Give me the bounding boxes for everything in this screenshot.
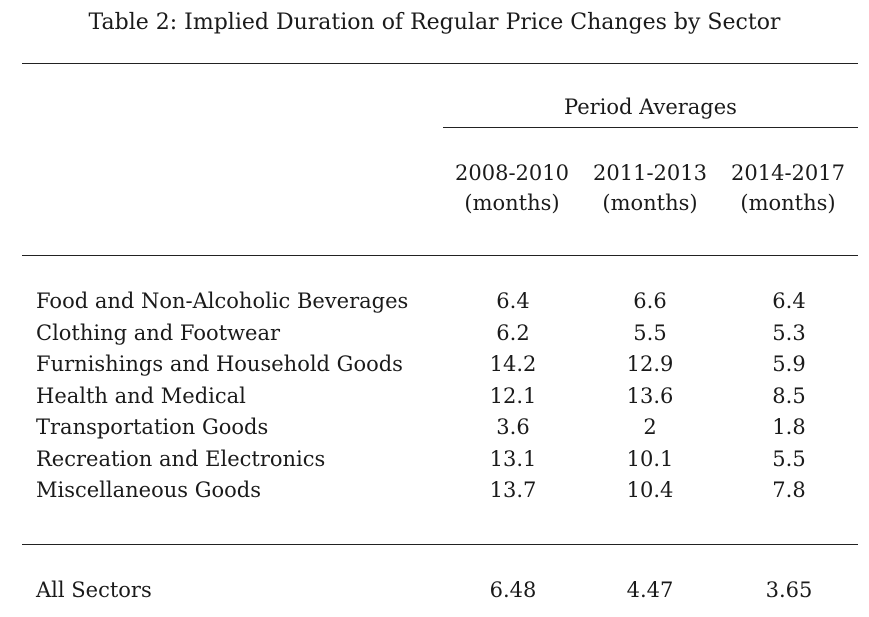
row-value: 1.8 (772, 415, 806, 439)
row-value: 13.7 (489, 478, 537, 502)
row-value: 5.5 (633, 320, 667, 345)
summary-row: All Sectors 6.48 4.47 3.65 (0, 575, 869, 607)
summary-value: 4.47 (626, 578, 674, 602)
row-label: Transportation Goods (36, 415, 269, 439)
column-header-3-period: 2014-2017 (731, 161, 845, 185)
row-value: 7.8 (772, 478, 806, 502)
table-row: Health and Medical 12.1 13.6 8.5 (0, 381, 869, 413)
column-header-2-period: 2011-2013 (593, 161, 707, 185)
header-bottom-rule (22, 255, 858, 256)
row-value: 12.9 (626, 352, 674, 376)
row-value: 5.9 (772, 352, 806, 376)
summary-label: All Sectors (36, 578, 152, 602)
row-value: 3.6 (496, 415, 530, 439)
table-row: Recreation and Electronics 13.1 10.1 5.5 (0, 444, 869, 476)
row-label: Clothing and Footwear (36, 320, 281, 345)
row-value: 5.3 (772, 320, 806, 345)
column-header-1-period: 2008-2010 (455, 161, 569, 185)
table-row: Furnishings and Household Goods 14.2 12.… (0, 349, 869, 381)
row-value: 10.4 (626, 478, 674, 502)
group-header: Period Averages (564, 95, 737, 119)
table-row: Transportation Goods 3.6 2 1.8 (0, 412, 869, 444)
bottom-rule (22, 544, 858, 545)
row-label: Health and Medical (36, 383, 246, 408)
summary-value: 3.65 (765, 578, 813, 602)
top-rule (22, 63, 858, 64)
table-row: Clothing and Footwear 6.2 5.5 5.3 (0, 318, 869, 350)
table-row: Food and Non-Alcoholic Beverages 6.4 6.6… (0, 286, 869, 318)
row-value: 13.1 (489, 446, 537, 471)
column-header-2: 2011-2013 (months) (581, 158, 719, 218)
table-caption: Table 2: Implied Duration of Regular Pri… (88, 10, 781, 35)
column-header-1: 2008-2010 (months) (443, 158, 581, 218)
row-value: 5.5 (772, 446, 806, 471)
row-label: Food and Non-Alcoholic Beverages (36, 289, 409, 313)
row-label: Furnishings and Household Goods (36, 352, 403, 376)
row-value: 10.1 (626, 446, 674, 471)
column-header-2-unit: (months) (602, 191, 698, 215)
row-value: 12.1 (489, 383, 537, 408)
row-label: Recreation and Electronics (36, 446, 326, 471)
row-value: 6.2 (496, 320, 530, 345)
table-row: Miscellaneous Goods 13.7 10.4 7.8 (0, 475, 869, 507)
row-value: 13.6 (626, 383, 674, 408)
row-value: 6.4 (772, 289, 806, 313)
summary-value: 6.48 (489, 578, 537, 602)
column-header-1-unit: (months) (464, 191, 560, 215)
row-value: 2 (643, 415, 657, 439)
row-value: 14.2 (489, 352, 537, 376)
group-header-rule (443, 127, 858, 128)
row-value: 6.6 (633, 289, 667, 313)
row-value: 8.5 (772, 383, 806, 408)
row-value: 6.4 (496, 289, 530, 313)
column-header-3-unit: (months) (740, 191, 836, 215)
column-header-3: 2014-2017 (months) (719, 158, 857, 218)
row-label: Miscellaneous Goods (36, 478, 261, 502)
